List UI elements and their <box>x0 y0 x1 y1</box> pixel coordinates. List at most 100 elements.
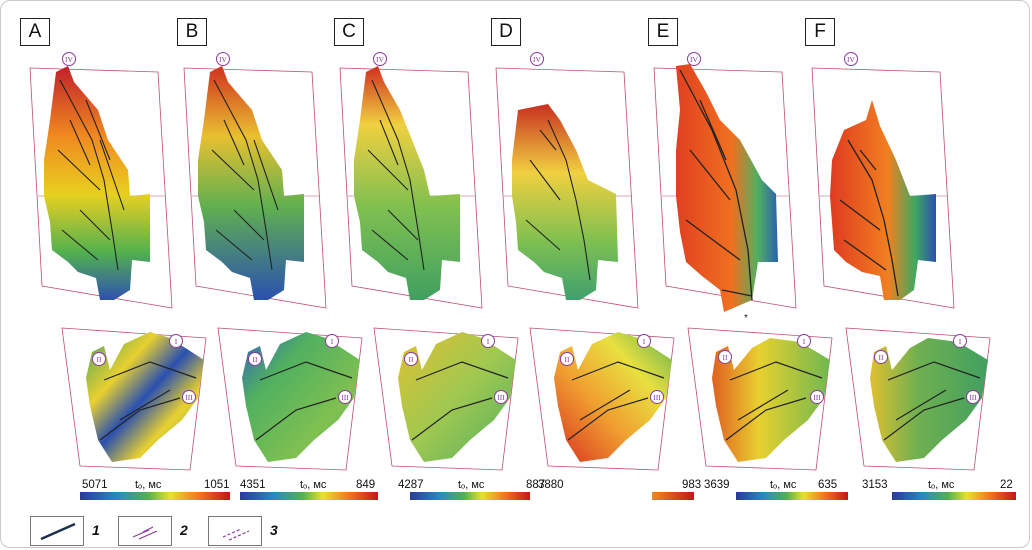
marker-ii-a: II <box>92 352 106 366</box>
marker-i-e: I <box>797 334 811 348</box>
svg-text:*: * <box>744 313 748 324</box>
panel-label-d: D <box>491 18 521 46</box>
marker-iv-c: IV <box>373 52 387 66</box>
scale-bar-a: 5071 tₒ, мс 1051 <box>80 479 230 500</box>
svg-text:III: III <box>969 393 977 402</box>
svg-text:IV: IV <box>219 55 227 64</box>
marker-ii-d: II <box>560 352 574 366</box>
scale-bar-b: 4351 tₒ, мс 849 <box>240 479 378 500</box>
marker-iv-b: IV <box>216 52 230 66</box>
svg-text:I: I <box>331 337 334 346</box>
marker-iii-b: III <box>338 390 352 404</box>
svg-text:IV: IV <box>376 55 384 64</box>
svg-text:22: 22 <box>1000 479 1013 491</box>
svg-text:3639: 3639 <box>704 479 730 491</box>
svg-text:983: 983 <box>682 479 701 491</box>
svg-text:I: I <box>487 337 490 346</box>
marker-iv-d: IV <box>530 52 544 66</box>
marker-iii-c: III <box>494 390 508 404</box>
svg-text:II: II <box>565 355 570 364</box>
markers-bottom: I II III I II III I II III I II III I II… <box>92 334 980 404</box>
scale-bar-c: 4287 tₒ, мс 887 <box>398 479 545 500</box>
marker-i-f: I <box>953 334 967 348</box>
svg-text:5071: 5071 <box>82 479 108 491</box>
marker-iii-f: III <box>966 390 980 404</box>
marker-iii-a: III <box>182 390 196 404</box>
svg-text:I: I <box>643 337 646 346</box>
panel-label-b: B <box>177 18 207 46</box>
panel-label-e: E <box>648 18 678 46</box>
svg-text:III: III <box>813 393 821 402</box>
svg-text:IV: IV <box>533 55 541 64</box>
marker-i-b: I <box>325 334 339 348</box>
panel-label-c: C <box>334 18 364 46</box>
marker-ii-b: II <box>248 352 262 366</box>
top-map-f <box>811 67 955 309</box>
svg-text:IV: IV <box>65 55 73 64</box>
top-map-d <box>495 67 639 309</box>
marker-ii-c: II <box>404 352 418 366</box>
marker-iv-e: IV <box>687 52 701 66</box>
svg-text:tₒ, мс: tₒ, мс <box>770 479 797 491</box>
top-map-a <box>29 66 173 309</box>
bottom-map-d <box>529 327 675 471</box>
scale-bar-d: 3880 983 <box>538 479 701 500</box>
marker-ii-e: II <box>718 350 732 364</box>
svg-text:849: 849 <box>356 479 375 491</box>
svg-text:II: II <box>253 355 258 364</box>
svg-text:4351: 4351 <box>240 479 266 491</box>
svg-text:I: I <box>175 337 178 346</box>
scale-bar-f: 3153 tₒ, мс 22 <box>862 479 1016 500</box>
legend-num-1: 1 <box>92 522 100 538</box>
svg-text:887: 887 <box>526 479 545 491</box>
svg-text:IV: IV <box>690 55 698 64</box>
svg-text:3153: 3153 <box>862 479 888 491</box>
svg-text:I: I <box>959 337 962 346</box>
marker-iii-d: III <box>650 390 664 404</box>
marker-i-d: I <box>637 334 651 348</box>
marker-iv-a: IV <box>62 52 76 66</box>
purple-dotted-lines-icon <box>222 528 250 541</box>
legend-num-2: 2 <box>180 522 188 538</box>
purple-dashed-lines-icon <box>132 526 158 540</box>
panel-label-a: A <box>20 18 50 46</box>
marker-iii-e: III <box>810 390 824 404</box>
svg-text:tₒ, мс: tₒ, мс <box>300 479 327 491</box>
svg-text:3880: 3880 <box>538 479 564 491</box>
scale-bar-e: 3639 tₒ, мс 635 <box>704 479 848 500</box>
bottom-map-f <box>845 327 991 471</box>
svg-text:III: III <box>497 393 505 402</box>
marker-iv-f: IV <box>844 52 858 66</box>
svg-text:tₒ, мс: tₒ, мс <box>135 479 162 491</box>
svg-text:II: II <box>409 355 414 364</box>
svg-text:II: II <box>879 353 884 362</box>
markers-top: IV IV IV IV IV IV <box>62 52 858 66</box>
svg-text:1051: 1051 <box>204 479 230 491</box>
fault-line-icon <box>40 522 76 541</box>
svg-text:II: II <box>723 353 728 362</box>
svg-text:III: III <box>185 393 193 402</box>
legend-symbol-dotted <box>208 516 262 546</box>
svg-text:III: III <box>341 393 349 402</box>
legend-symbol-fault <box>30 516 84 546</box>
top-map-e <box>653 64 797 312</box>
marker-i-c: I <box>481 334 495 348</box>
bottom-map-a <box>61 327 207 471</box>
svg-text:II: II <box>97 355 102 364</box>
bottom-map-b <box>217 327 363 471</box>
panel-label-f: F <box>805 18 835 46</box>
svg-text:III: III <box>653 393 661 402</box>
legend-symbol-dashed <box>118 516 172 546</box>
svg-text:4287: 4287 <box>398 479 424 491</box>
bottom-map-c <box>373 327 519 471</box>
svg-text:IV: IV <box>847 55 855 64</box>
marker-i-a: I <box>169 334 183 348</box>
marker-ii-f: II <box>874 350 888 364</box>
bottom-map-e: * <box>687 313 833 471</box>
svg-text:tₒ, мс: tₒ, мс <box>928 479 955 491</box>
svg-text:tₒ, мс: tₒ, мс <box>458 479 485 491</box>
legend-num-3: 3 <box>270 522 278 538</box>
top-map-c <box>339 66 483 309</box>
